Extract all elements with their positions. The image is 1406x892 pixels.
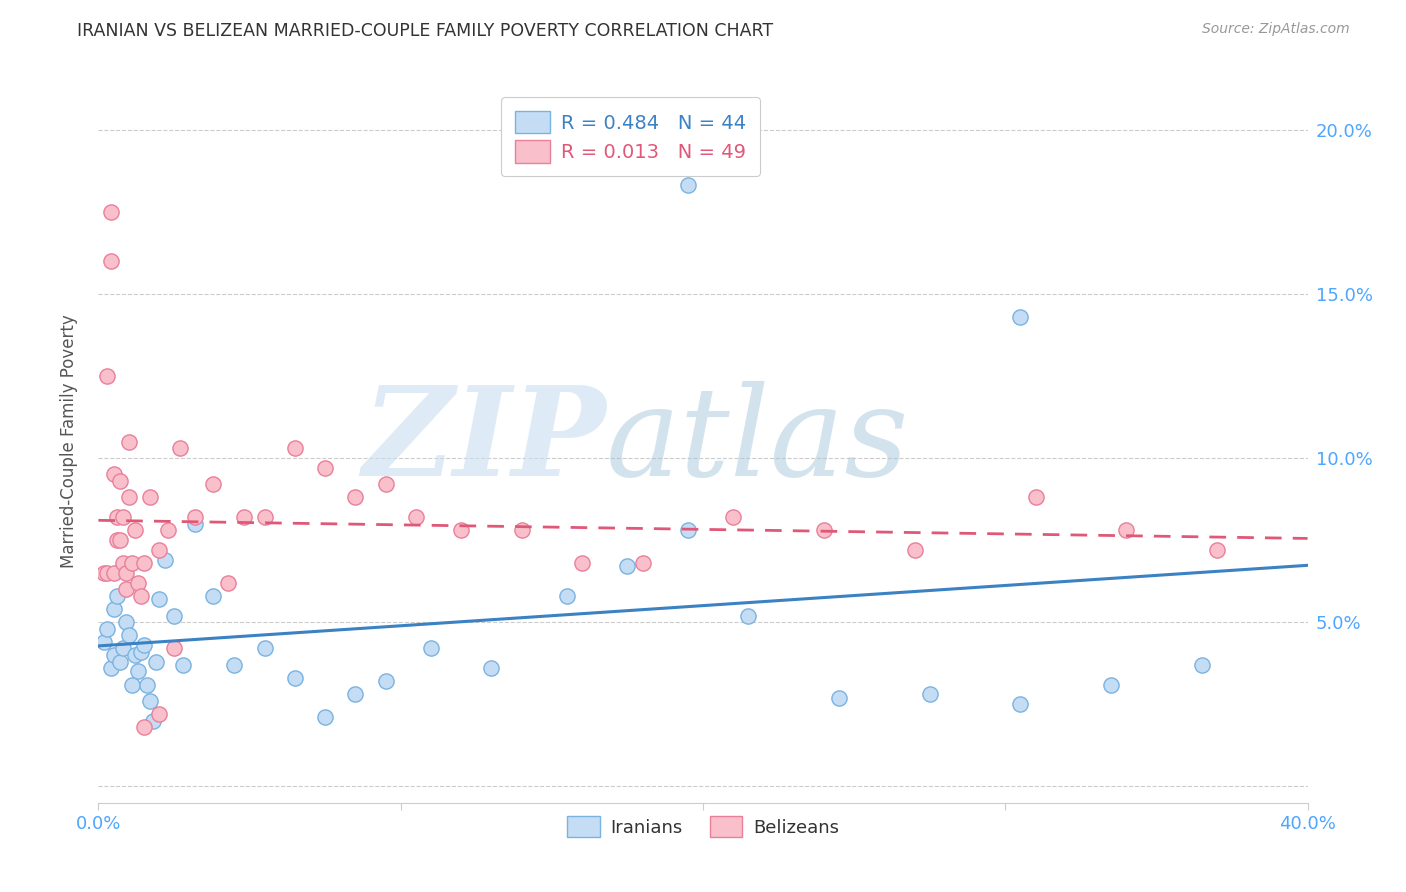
Point <box>828 690 851 705</box>
Point <box>114 566 136 580</box>
Point <box>132 556 155 570</box>
Point <box>314 710 336 724</box>
Point <box>127 665 149 679</box>
Point <box>105 589 128 603</box>
Point <box>124 648 146 662</box>
Point <box>344 687 367 701</box>
Point <box>139 694 162 708</box>
Point <box>103 566 125 580</box>
Point <box>420 641 443 656</box>
Point <box>148 592 170 607</box>
Point <box>1024 491 1046 505</box>
Point <box>129 645 152 659</box>
Point <box>103 467 125 482</box>
Point <box>723 510 745 524</box>
Point <box>103 648 125 662</box>
Point <box>105 510 128 524</box>
Point <box>111 510 134 524</box>
Point <box>344 491 367 505</box>
Point <box>111 641 134 656</box>
Point <box>163 641 186 656</box>
Point <box>108 474 131 488</box>
Point <box>571 556 593 570</box>
Point <box>510 523 533 537</box>
Point <box>217 575 239 590</box>
Point <box>374 674 396 689</box>
Point <box>118 434 141 449</box>
Point <box>124 523 146 537</box>
Text: Source: ZipAtlas.com: Source: ZipAtlas.com <box>1202 22 1350 37</box>
Point <box>481 661 503 675</box>
Point <box>405 510 427 524</box>
Point <box>108 655 131 669</box>
Point <box>1010 310 1032 324</box>
Point <box>96 622 118 636</box>
Point <box>96 368 118 383</box>
Point <box>108 533 131 547</box>
Point <box>253 641 276 656</box>
Point <box>148 707 170 722</box>
Point <box>118 628 141 642</box>
Point <box>153 553 176 567</box>
Point <box>202 477 225 491</box>
Point <box>253 510 276 524</box>
Point <box>904 542 927 557</box>
Point <box>1099 677 1122 691</box>
Point <box>374 477 396 491</box>
Text: ZIP: ZIP <box>363 381 606 502</box>
Point <box>1010 698 1032 712</box>
Point <box>676 523 699 537</box>
Point <box>202 589 225 603</box>
Point <box>100 204 122 219</box>
Point <box>142 714 165 728</box>
Point <box>111 556 134 570</box>
Point <box>314 460 336 475</box>
Text: IRANIAN VS BELIZEAN MARRIED-COUPLE FAMILY POVERTY CORRELATION CHART: IRANIAN VS BELIZEAN MARRIED-COUPLE FAMIL… <box>77 22 773 40</box>
Point <box>105 533 128 547</box>
Point <box>184 516 207 531</box>
Point <box>132 638 155 652</box>
Point <box>100 661 122 675</box>
Point <box>232 510 254 524</box>
Point <box>139 491 162 505</box>
Point <box>103 602 125 616</box>
Point <box>96 566 118 580</box>
Point <box>121 556 143 570</box>
Point <box>156 523 179 537</box>
Point <box>616 559 638 574</box>
Point <box>184 510 207 524</box>
Point <box>93 566 115 580</box>
Point <box>813 523 835 537</box>
Point <box>129 589 152 603</box>
Point <box>93 635 115 649</box>
Text: atlas: atlas <box>606 381 910 502</box>
Point <box>676 178 699 193</box>
Point <box>555 589 578 603</box>
Point <box>100 253 122 268</box>
Point <box>224 657 246 672</box>
Point <box>135 677 157 691</box>
Point <box>737 608 759 623</box>
Point <box>1115 523 1137 537</box>
Point <box>172 657 194 672</box>
Point <box>169 441 191 455</box>
Point <box>918 687 941 701</box>
Point <box>132 720 155 734</box>
Point <box>114 582 136 597</box>
Point <box>631 556 654 570</box>
Point <box>145 655 167 669</box>
Point <box>284 441 307 455</box>
Point <box>1191 657 1213 672</box>
Point <box>450 523 472 537</box>
Point <box>118 491 141 505</box>
Point <box>163 608 186 623</box>
Legend: Iranians, Belizeans: Iranians, Belizeans <box>560 809 846 845</box>
Point <box>121 677 143 691</box>
Point <box>284 671 307 685</box>
Y-axis label: Married-Couple Family Poverty: Married-Couple Family Poverty <box>59 315 77 568</box>
Point <box>148 542 170 557</box>
Point <box>114 615 136 630</box>
Point <box>1206 542 1229 557</box>
Point <box>127 575 149 590</box>
